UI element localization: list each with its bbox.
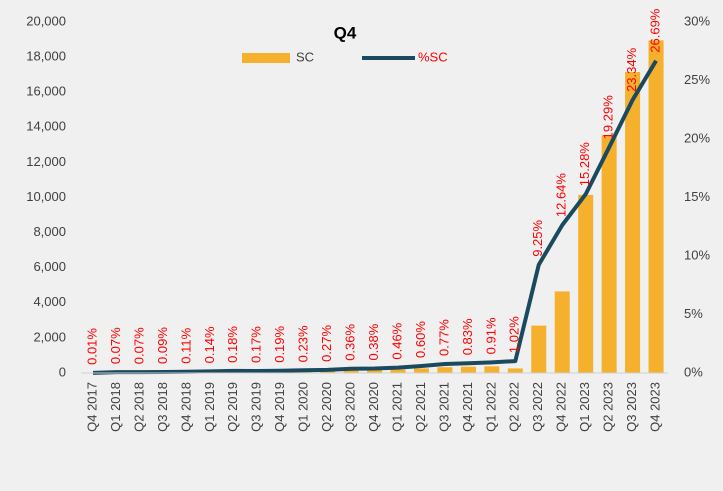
bar: [625, 72, 641, 373]
x-tick-label: Q2 2020: [319, 382, 334, 432]
data-label: 19.29%: [601, 95, 616, 140]
y-tick-label: 16,000: [26, 84, 66, 99]
bar: [601, 135, 617, 373]
y-tick-label: 14,000: [26, 119, 66, 134]
data-label: 0.36%: [343, 323, 358, 360]
y-tick-label: 6,000: [33, 259, 66, 274]
x-tick-label: Q2 2019: [225, 382, 240, 432]
data-label: 0.17%: [249, 326, 264, 363]
x-tick-label: Q3 2019: [249, 382, 264, 432]
x-tick-label: Q1 2018: [108, 382, 123, 432]
x-tick-label: Q1 2021: [389, 382, 404, 432]
data-label: 0.07%: [108, 327, 123, 364]
bar: [484, 366, 500, 373]
x-tick-label: Q2 2022: [507, 382, 522, 432]
data-label: 0.19%: [272, 325, 287, 362]
y-tick-label: 0: [59, 364, 66, 379]
data-label: 23.34%: [624, 47, 639, 92]
x-tick-label: Q2 2023: [601, 382, 616, 432]
data-label: 15.28%: [577, 142, 592, 187]
x-tick-label: Q4 2020: [366, 382, 381, 432]
y-tick-label: 10,000: [26, 189, 66, 204]
y-tick-label: 18,000: [26, 49, 66, 64]
bar: [507, 368, 523, 373]
data-label: 26.69%: [648, 8, 663, 53]
data-label: 0.18%: [225, 326, 240, 363]
x-tick-label: Q3 2021: [436, 382, 451, 432]
x-tick-label: Q4 2022: [554, 382, 569, 432]
data-label: 0.60%: [413, 321, 428, 358]
x-tick-label: Q2 2021: [413, 382, 428, 432]
data-label: 0.09%: [155, 327, 170, 364]
y2-tick-label: 10%: [684, 247, 710, 262]
data-label: 0.77%: [436, 319, 451, 356]
bar: [413, 368, 429, 373]
x-tick-label: Q2 2018: [131, 382, 146, 432]
x-tick-label: Q1 2019: [202, 382, 217, 432]
legend-swatch: [242, 53, 290, 63]
data-label: 9.25%: [530, 219, 545, 256]
y-tick-label: 2,000: [33, 329, 66, 344]
y2-tick-label: 5%: [684, 306, 703, 321]
data-label: 1.02%: [507, 316, 522, 353]
x-tick-label: Q3 2023: [624, 382, 639, 432]
bar: [390, 369, 406, 373]
y-tick-label: 8,000: [33, 224, 66, 239]
line: [92, 59, 658, 375]
x-tick-label: Q3 2018: [155, 382, 170, 432]
y-tick-label: 20,000: [26, 13, 66, 28]
data-label: 0.07%: [131, 327, 146, 364]
x-tick-label: Q4 2017: [84, 382, 99, 432]
bar: [367, 370, 383, 373]
bar: [343, 370, 359, 373]
y-tick-label: 4,000: [33, 294, 66, 309]
bar: [554, 291, 570, 373]
bar: [578, 194, 594, 373]
data-label: 0.14%: [202, 326, 217, 363]
x-tick-label: Q1 2023: [577, 382, 592, 432]
data-label: 0.83%: [460, 318, 475, 355]
bar: [460, 366, 476, 373]
data-label: 0.01%: [84, 328, 99, 365]
data-label: 12.64%: [554, 173, 569, 218]
data-label: 0.38%: [366, 323, 381, 360]
x-tick-label: Q1 2022: [483, 382, 498, 432]
data-label: 0.91%: [483, 317, 498, 354]
legend-label: %SC: [418, 49, 448, 64]
bar: [531, 325, 547, 373]
bar: [648, 40, 664, 374]
data-label: 0.46%: [389, 322, 404, 359]
x-tick-label: Q4 2018: [178, 382, 193, 432]
y2-tick-label: 0%: [684, 364, 703, 379]
x-tick-label: Q3 2020: [343, 382, 358, 432]
bar: [320, 370, 336, 373]
legend-label: SC: [296, 49, 314, 64]
chart-title: Q4: [334, 23, 357, 42]
y2-tick-label: 30%: [684, 13, 710, 28]
data-label: 0.11%: [178, 327, 193, 363]
y2-tick-label: 25%: [684, 72, 710, 87]
y2-tick-label: 15%: [684, 189, 710, 204]
data-label: 0.27%: [319, 325, 334, 362]
x-tick-label: Q4 2021: [460, 382, 475, 432]
x-tick-label: Q4 2019: [272, 382, 287, 432]
bar: [437, 367, 453, 373]
x-tick-label: Q1 2020: [296, 382, 311, 432]
y2-tick-label: 20%: [684, 130, 710, 145]
y-tick-label: 12,000: [26, 154, 66, 169]
data-label: 0.23%: [296, 325, 311, 362]
x-tick-label: Q4 2023: [648, 382, 663, 432]
x-tick-label: Q3 2022: [530, 382, 545, 432]
